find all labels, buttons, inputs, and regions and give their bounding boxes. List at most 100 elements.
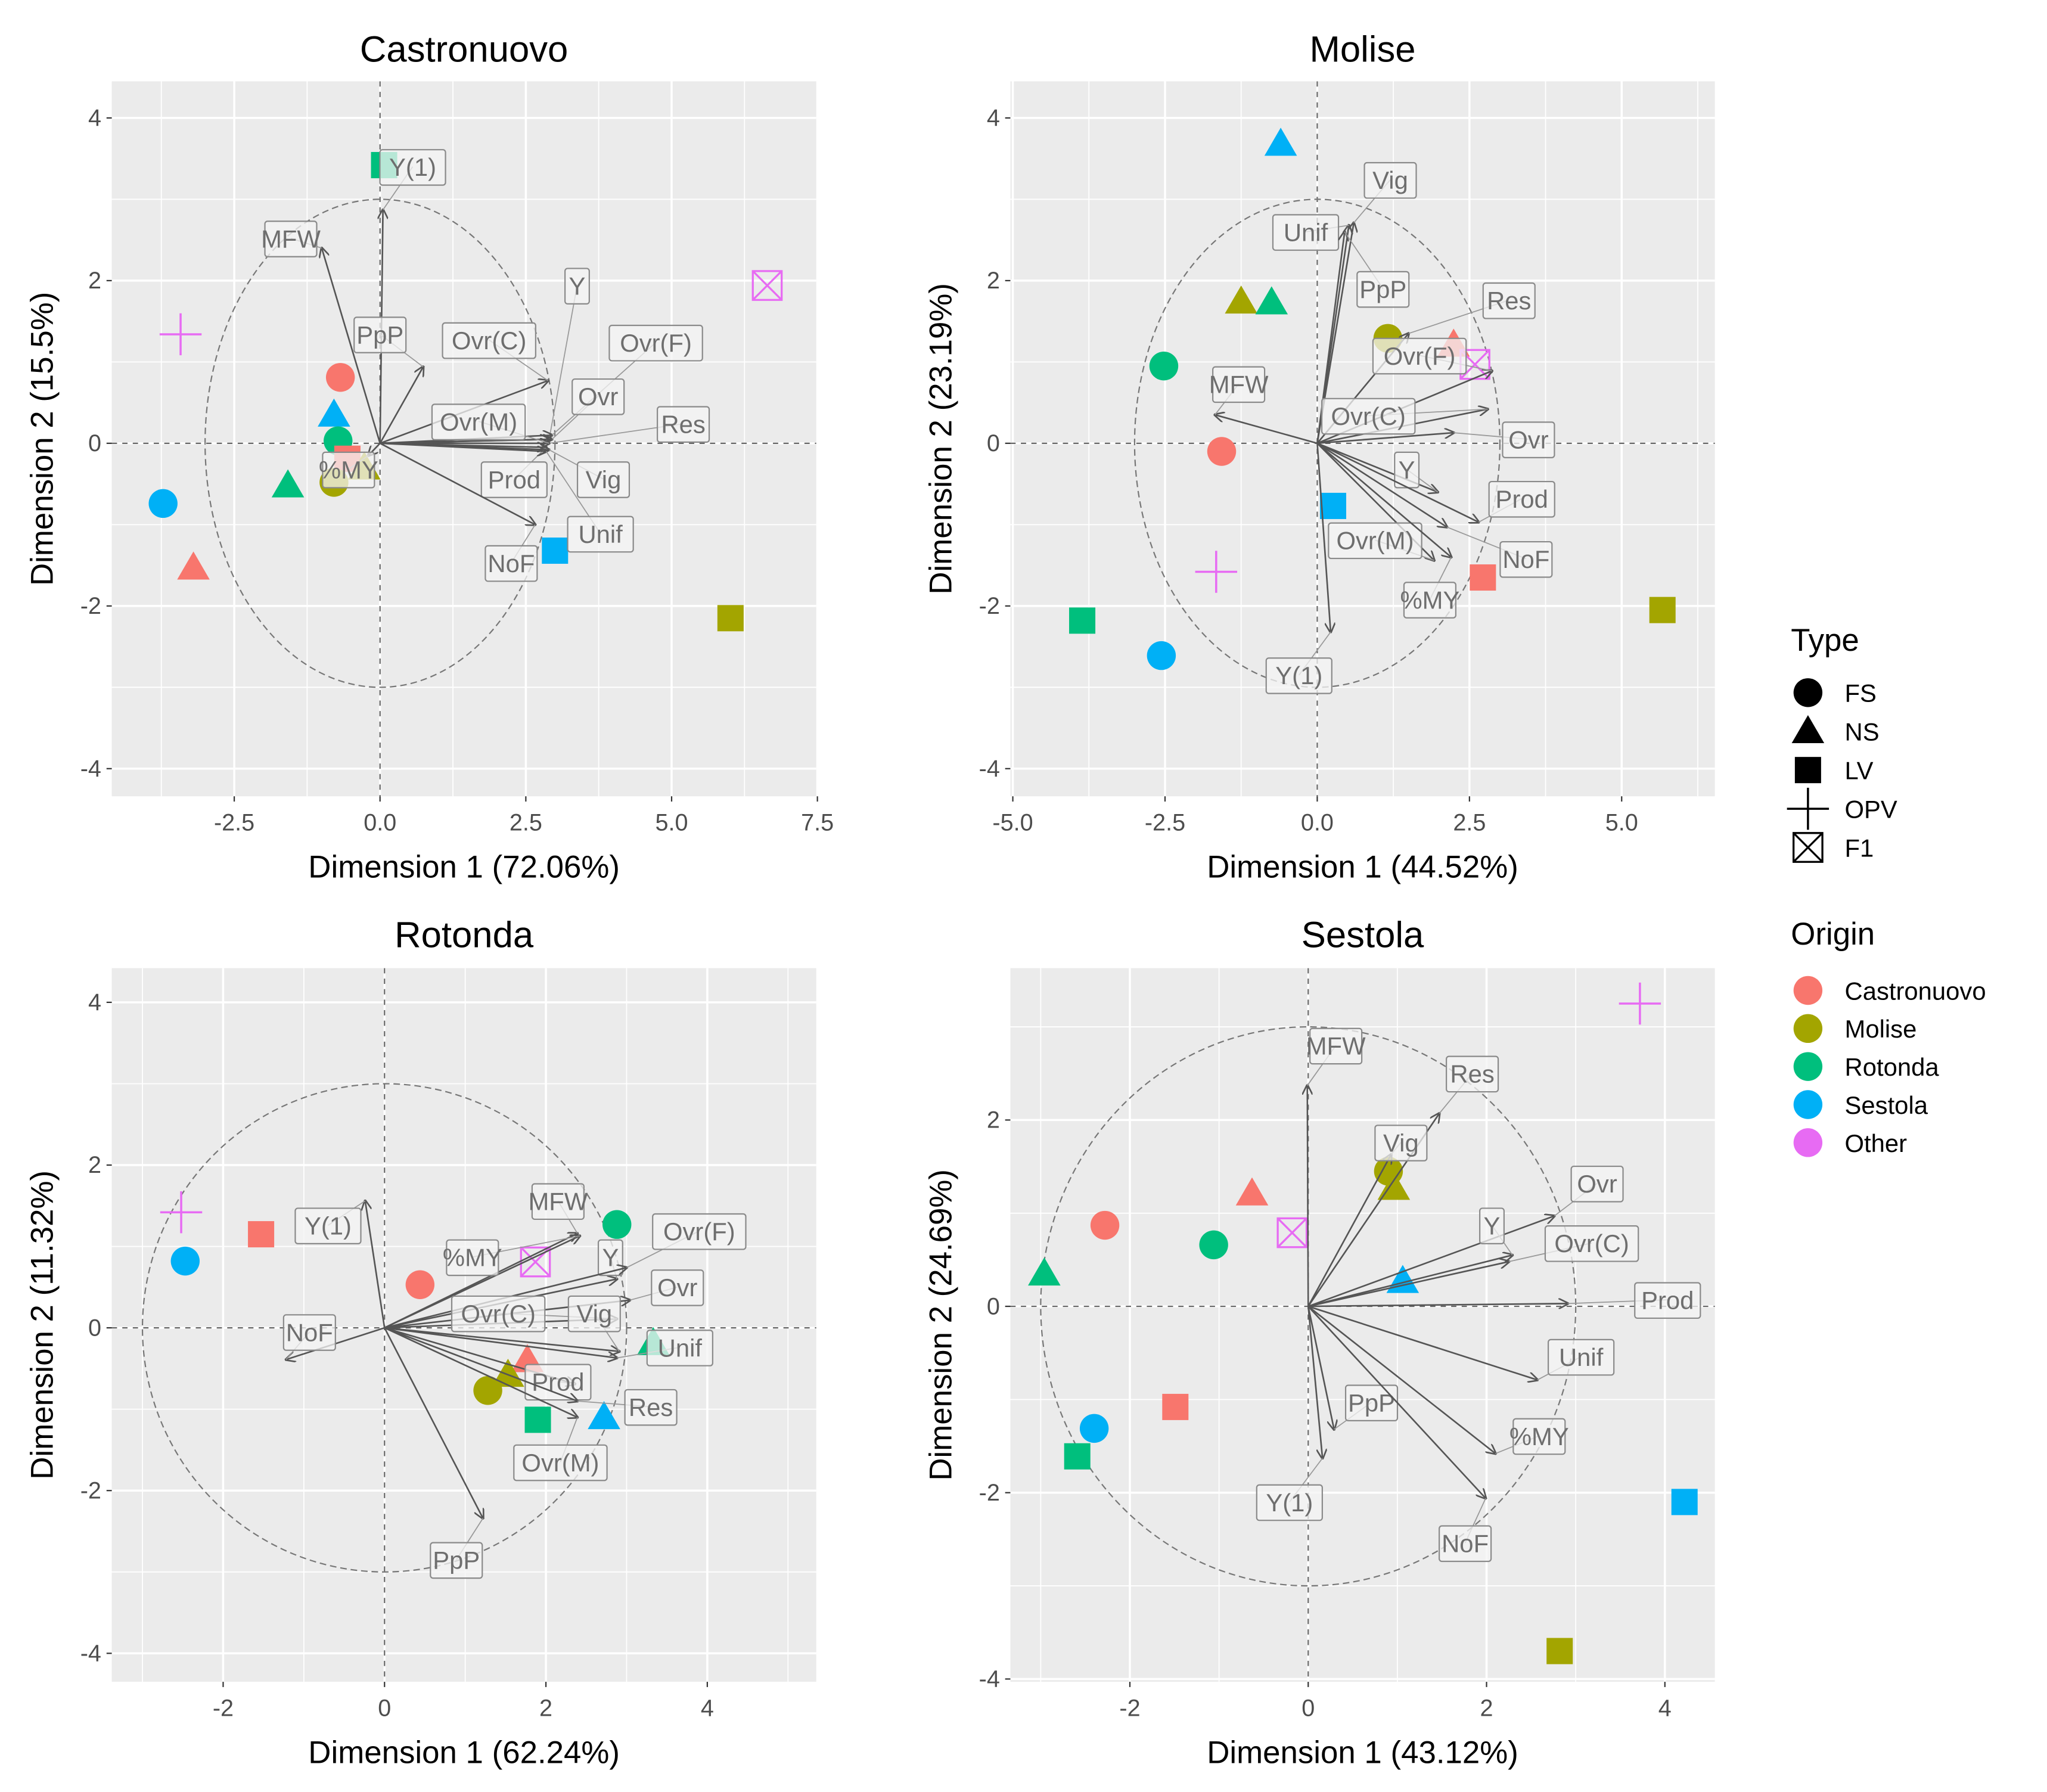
variable-label: Ovr <box>651 1269 704 1306</box>
variable-label-text: Res <box>1487 287 1531 315</box>
legend-color-swatch <box>1793 1014 1823 1043</box>
variable-label-text: Y(1) <box>389 153 436 181</box>
legend-color-swatch <box>1793 1090 1823 1119</box>
variable-label-text: Prod <box>532 1368 584 1396</box>
variable-label-text: Y <box>602 1244 619 1272</box>
point-castronuovo-lv <box>1162 1393 1189 1420</box>
loading-arrow <box>1317 433 1453 445</box>
label-box <box>353 316 407 353</box>
loading-arrow <box>380 442 535 524</box>
legend-color-swatch <box>1793 1128 1823 1157</box>
variable-label: Vig <box>1363 162 1417 199</box>
label-box <box>564 268 590 305</box>
variable-label-text: Y <box>1399 456 1415 484</box>
loading-arrow <box>1307 1262 1509 1307</box>
label-box <box>282 1314 336 1351</box>
variable-label: Prod <box>1488 480 1555 518</box>
point-rotonda-ns <box>271 469 305 498</box>
variable-label: NoF <box>1499 541 1553 578</box>
loading-arrow <box>1307 1086 1308 1307</box>
legend-type-item: NS <box>1845 718 1880 746</box>
label-box <box>567 515 634 553</box>
y-axis-title: Dimension 2 (24.69%) <box>923 1169 958 1481</box>
legend-type-title: Type <box>1791 623 1859 658</box>
variable-label-text: Unif <box>1284 218 1328 246</box>
point-molise-fs <box>473 1376 502 1405</box>
label-box <box>1356 271 1410 308</box>
variable-label-text: Res <box>1450 1060 1494 1088</box>
legend-color-swatch <box>1793 976 1823 1005</box>
loading-arrow <box>1307 1306 1495 1454</box>
label-box <box>1446 1055 1499 1093</box>
variable-label-text: Y(1) <box>305 1212 352 1240</box>
variable-label-text: NoF <box>1442 1530 1489 1558</box>
variable-label: Vig <box>1374 1125 1428 1161</box>
label-box <box>294 1207 362 1244</box>
variable-label: Ovr(C) <box>451 1295 546 1333</box>
variable-label-text: Res <box>661 410 705 438</box>
variable-label-text: NoF <box>1502 545 1549 573</box>
y-tick-label: 0 <box>987 430 1000 456</box>
variable-label-text: MFW <box>261 225 321 253</box>
x-tick-label: -2.5 <box>214 809 254 836</box>
point-castronuovo-fs <box>1090 1210 1120 1240</box>
variable-label: Ovr(C) <box>442 322 536 359</box>
plot-background <box>1010 81 1715 797</box>
variable-label: PpP <box>1344 1384 1399 1422</box>
label-box <box>1488 480 1555 518</box>
label-box <box>484 545 538 582</box>
x-tick-label: 5.0 <box>1605 809 1638 836</box>
y-tick-label: -2 <box>80 593 101 619</box>
y-tick-label: -4 <box>979 1666 1000 1692</box>
point-sestola-fs <box>148 489 178 518</box>
x-axis-title: Dimension 1 (44.52%) <box>1207 850 1518 885</box>
y-tick-label: -2 <box>979 1480 1000 1506</box>
label-box <box>1256 1484 1323 1521</box>
panel-title: Rotonda <box>395 914 534 955</box>
label-box <box>524 1364 592 1401</box>
label-box <box>1265 657 1332 694</box>
loading-arrow <box>384 1327 577 1401</box>
variable-label-text: Y(1) <box>1266 1489 1313 1517</box>
variable-label: Ovr <box>571 378 625 415</box>
variable-label: Ovr <box>1502 421 1555 458</box>
label-box <box>322 451 375 489</box>
variable-label: Prod <box>524 1364 592 1401</box>
variable-label-text: Y <box>569 272 586 300</box>
variable-label: Y <box>564 268 590 305</box>
loading-arrow <box>1316 443 1330 632</box>
label-box <box>264 220 318 257</box>
loading-arrow <box>365 1201 386 1328</box>
point-castronuovo-ns <box>177 551 210 580</box>
variable-label: PpP <box>1356 271 1410 308</box>
variable-label-text: Vig <box>1372 166 1408 194</box>
variable-label-text: Ovr(C) <box>1554 1229 1629 1257</box>
label-box <box>531 1183 585 1220</box>
variable-label-text: Vig <box>586 465 622 493</box>
variable-label: Ovr <box>1570 1165 1624 1203</box>
y-tick-label: 0 <box>88 1315 101 1341</box>
variable-label-text: PpP <box>1359 275 1406 303</box>
x-tick-label: 2.5 <box>1453 809 1486 836</box>
variable-label-text: Y <box>1484 1212 1501 1240</box>
label-box <box>379 149 446 186</box>
variable-label-text: Ovr(C) <box>1331 402 1406 430</box>
point-sestola-ns <box>318 398 350 427</box>
loading-arrow <box>1307 1306 1334 1429</box>
variable-label: Y(1) <box>1256 1484 1323 1521</box>
point-rotonda-lv <box>1064 1443 1091 1470</box>
point-castronuovo-fs <box>405 1270 435 1299</box>
legend-shape-lv-icon <box>1794 757 1821 784</box>
x-tick-label: -2.5 <box>1145 809 1185 836</box>
variable-label: PpP <box>353 316 407 353</box>
label-box <box>652 1213 747 1250</box>
x-axis-title: Dimension 1 (43.12%) <box>1207 1735 1518 1771</box>
point-sestola-lv <box>1319 492 1347 519</box>
label-box <box>1328 522 1422 560</box>
x-axis-title: Dimension 1 (62.24%) <box>308 1735 620 1771</box>
panel-sestola: -2 0 2 4 -4 -2 0 2 Sestola Dimension 1 (43.12%) Di… <box>923 914 1715 1771</box>
label-box <box>1403 582 1457 619</box>
variable-label-text: Ovr(F) <box>620 329 692 357</box>
label-box <box>431 403 526 440</box>
variable-label: Ovr(F) <box>1372 337 1467 375</box>
